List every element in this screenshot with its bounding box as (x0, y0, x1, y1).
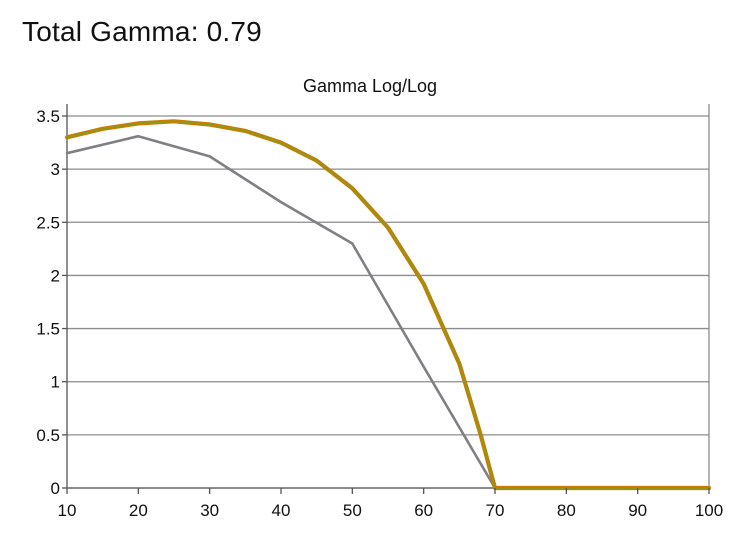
y-tick-label: 3 (51, 160, 60, 179)
y-tick-label: 3.5 (36, 107, 60, 126)
y-tick-label: 1 (51, 373, 60, 392)
y-tick-label: 2.5 (36, 213, 60, 232)
y-tick-label: 0 (51, 479, 60, 498)
x-tick-label: 100 (695, 501, 723, 520)
grid-lines (67, 115, 709, 489)
x-tick-label: 80 (557, 501, 576, 520)
x-tick-label: 30 (200, 501, 219, 520)
y-axis: 0 0.5 1 1.5 2 2.5 3 3.5 (36, 107, 67, 498)
x-tick-label: 90 (628, 501, 647, 520)
x-tick-label: 10 (58, 501, 77, 520)
chart-title: Gamma Log/Log (303, 76, 437, 96)
series-line-2 (66, 120, 710, 489)
y-tick-label: 0.5 (36, 426, 60, 445)
x-tick-label: 40 (272, 501, 291, 520)
x-tick-label: 50 (343, 501, 362, 520)
y-tick-label: 2 (51, 266, 60, 285)
x-tick-label: 60 (414, 501, 433, 520)
series-lines (64, 119, 712, 491)
page-title: Total Gamma: 0.79 (22, 16, 262, 47)
x-axis: 10 20 30 40 50 60 70 80 90 100 (58, 488, 723, 520)
x-tick-label: 70 (486, 501, 505, 520)
y-tick-label: 1.5 (36, 320, 60, 339)
plot-frame (66, 104, 710, 489)
x-tick-label: 20 (129, 501, 148, 520)
